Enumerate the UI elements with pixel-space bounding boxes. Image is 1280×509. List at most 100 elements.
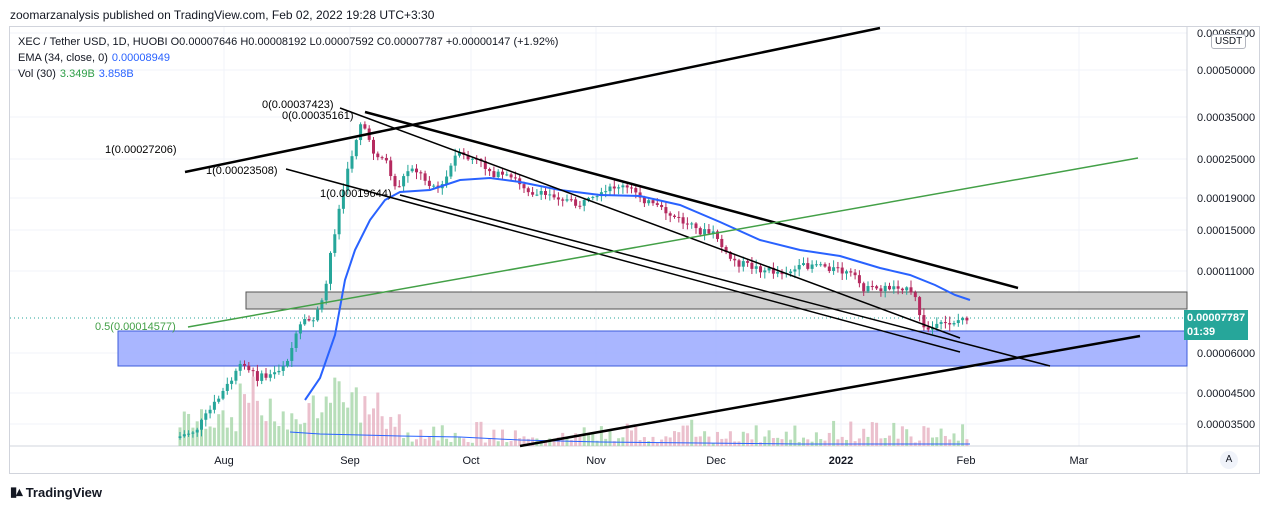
volume-bar — [857, 438, 861, 446]
volume-bar — [827, 432, 831, 446]
time-tick-label: Dec — [706, 455, 726, 467]
candle-body — [458, 152, 461, 156]
volume-bar — [840, 436, 844, 446]
upper-parallel-line — [184, 26, 881, 174]
candle-body — [724, 247, 728, 253]
volume-bar — [402, 438, 406, 446]
volume-bar — [668, 437, 672, 446]
volume-bar — [574, 433, 578, 446]
candle-body — [789, 271, 793, 274]
time-tick-label: Nov — [586, 455, 606, 467]
volume-bar — [630, 430, 633, 446]
candle-body — [251, 370, 255, 372]
candle-body — [204, 413, 208, 420]
volume-bar — [664, 436, 668, 446]
price-tick-label: 0.00019000 — [1197, 193, 1255, 205]
candle-body — [759, 266, 762, 273]
candle-body — [195, 429, 199, 433]
volume-bar — [268, 398, 272, 446]
candle-body — [918, 297, 922, 316]
candle-body — [862, 283, 866, 292]
volume-bar — [556, 437, 560, 446]
candle-body — [509, 174, 513, 178]
candle-body — [298, 324, 302, 334]
price-tick-label: 0.00011000 — [1197, 266, 1254, 278]
volume-bar — [746, 433, 750, 446]
auto-scale-button[interactable]: A — [1220, 451, 1238, 469]
volume-bar — [410, 441, 414, 446]
volume-bar — [943, 435, 947, 446]
volume-bar — [587, 433, 590, 446]
candle-body — [243, 363, 246, 366]
footer-brand[interactable]: TradingView — [25, 484, 103, 500]
volume-bar — [324, 396, 328, 446]
candle-body — [763, 270, 767, 273]
ascending-support-line — [519, 334, 1141, 448]
currency-button[interactable]: USDT — [1211, 34, 1247, 49]
candle-body — [200, 419, 203, 430]
volume-bar — [690, 419, 694, 446]
candle-body — [685, 223, 689, 225]
price-axis: 0.000650000.000500000.000350000.00025000… — [1197, 28, 1255, 431]
volume-bar — [453, 432, 457, 446]
volume-bar — [759, 442, 762, 446]
volume-bar — [273, 421, 277, 446]
volume-bar — [182, 411, 186, 446]
candle-body — [647, 200, 651, 204]
volume-bar — [260, 415, 264, 446]
volume-bar — [333, 377, 337, 446]
candle-body — [771, 267, 775, 274]
candle-body — [961, 317, 965, 321]
volume-bar — [208, 426, 212, 446]
volume-bar — [836, 439, 840, 446]
volume-bar — [703, 431, 707, 446]
candle-body — [337, 208, 341, 235]
volume-bar — [862, 428, 866, 446]
volume-bar — [625, 423, 629, 446]
volume-bar — [311, 395, 315, 446]
candle-body — [445, 176, 449, 185]
volume-bar — [845, 439, 848, 446]
candle-body — [707, 229, 711, 234]
candle-body — [668, 213, 672, 216]
volume-bar — [814, 432, 818, 446]
candle-body — [324, 283, 328, 301]
volume-bar — [501, 429, 504, 446]
volume-bar — [316, 418, 320, 446]
candle-body — [827, 266, 831, 272]
publisher-header: zoomarzanalysis published on TradingView… — [10, 8, 435, 22]
candle-body — [255, 371, 259, 381]
volume-bar — [277, 426, 281, 446]
candle-body — [952, 323, 956, 325]
volume-bar — [462, 438, 466, 446]
candle-body — [247, 365, 251, 371]
candle-body — [393, 176, 397, 187]
volume-bar — [221, 410, 225, 446]
candle-body — [810, 264, 814, 269]
volume-legend-value-1: 3.349B — [59, 68, 95, 80]
candle-body — [363, 124, 367, 129]
candle-body — [582, 200, 586, 206]
candle-body — [260, 373, 264, 381]
volume-bar — [789, 439, 793, 446]
level-annotation: 0(0.00037423) — [262, 99, 334, 111]
price-tick-label: 0.00006000 — [1197, 348, 1255, 360]
candle-body — [470, 158, 474, 160]
candle-body — [892, 286, 896, 290]
candle-body — [630, 187, 633, 189]
volume-bar — [655, 442, 659, 446]
candle-body — [225, 383, 229, 391]
volume-bar — [638, 440, 642, 446]
volume-bar — [367, 414, 371, 446]
candle-body — [651, 200, 655, 204]
candle-body — [578, 205, 582, 207]
volume-bar — [423, 438, 427, 446]
level-annotation: 0.5(0.00014577) — [95, 321, 176, 333]
volume-bar — [238, 383, 242, 446]
candle-body — [875, 286, 879, 289]
candle-body — [767, 267, 771, 271]
grid — [10, 27, 1260, 473]
candle-body — [733, 258, 737, 261]
volume-bar — [767, 430, 771, 446]
